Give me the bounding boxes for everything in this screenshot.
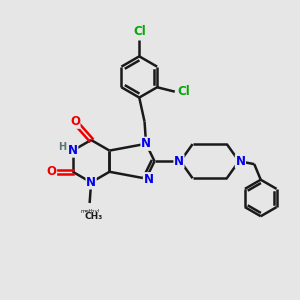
Text: N: N [86, 176, 96, 189]
Text: Cl: Cl [178, 85, 190, 98]
Text: N: N [143, 173, 153, 186]
Text: N: N [236, 155, 245, 168]
Text: O: O [70, 115, 80, 128]
Text: N: N [68, 144, 78, 157]
Text: O: O [46, 165, 57, 178]
Text: N: N [141, 137, 151, 150]
Text: CH₃: CH₃ [84, 212, 102, 221]
Text: Cl: Cl [133, 26, 146, 38]
Text: H: H [58, 142, 67, 152]
Text: N: N [174, 155, 184, 168]
Text: methyl: methyl [80, 209, 99, 214]
